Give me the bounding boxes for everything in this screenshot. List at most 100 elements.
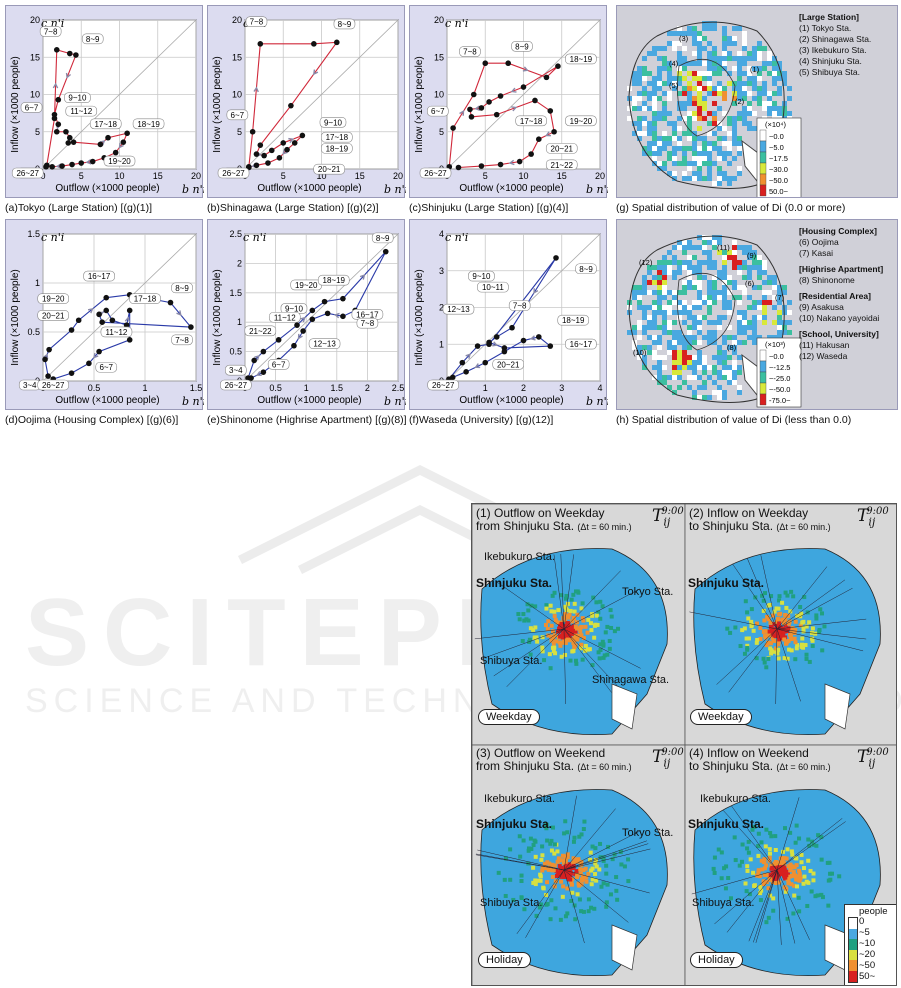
x-axis-symbol: b n'i [182,183,204,196]
map-cell [677,310,682,315]
station-label: Shinagawa Sta. [592,674,670,686]
od-cell [739,859,744,864]
map-cell [772,101,777,106]
time-label-box [81,33,104,45]
data-point [188,324,194,330]
map-cell [657,151,662,156]
map-cell [657,280,662,285]
od-cell [568,637,573,642]
map-cell [632,96,637,101]
od-cell [549,848,554,853]
od-cell [615,897,620,902]
map-cell [732,365,737,370]
map-cell [652,106,657,111]
map-cell [682,131,687,136]
map-cell [647,280,652,285]
od-cell [811,842,816,847]
od-cell [561,625,566,630]
od-cell [519,873,524,878]
map-cell [772,335,777,340]
map-cell [742,46,747,51]
map-cell [712,86,717,91]
map-cell [752,111,757,116]
map-cell [697,320,702,325]
map-cell [742,285,747,290]
time-label: 16~17 [88,272,111,281]
od-cell [520,638,525,643]
od-cell [742,651,747,656]
map-cell [677,265,682,270]
map-cell [717,61,722,66]
map-cell [737,26,742,31]
od-cell [786,639,791,644]
od-cell [712,855,717,860]
map-cell [712,111,717,116]
map-cell [657,375,662,380]
rail-line [506,628,565,687]
map-cell [687,71,692,76]
od-cell [586,871,591,876]
map-cell [707,290,712,295]
map-cell [667,325,672,330]
od-cell [517,617,522,622]
od-cell [792,636,797,641]
od-cell [799,852,804,857]
time-label: 21~22 [551,161,574,170]
map-cell [737,96,742,101]
map-cell [667,66,672,71]
direction-arrow [288,137,295,144]
map-cell [662,111,667,116]
time-label: 10~11 [482,283,504,292]
od-cell [775,651,780,656]
map-cell [702,355,707,360]
map-cell [647,270,652,275]
map-cell [757,255,762,260]
map-cell [712,380,717,385]
data-point [501,348,508,355]
data-point [309,316,316,323]
caption-g: (g) Spatial distribution of value of Di … [616,202,846,214]
map-cell [702,161,707,166]
data-point [97,141,104,148]
x-tick-label: 15 [355,171,365,181]
map-cell [732,260,737,265]
map-cell [717,295,722,300]
od-cell [743,599,748,604]
map-cell [697,156,702,161]
rail-line [563,840,647,871]
map-cell [637,71,642,76]
map-cell [687,101,692,106]
map-cell [687,330,692,335]
map-cell [637,91,642,96]
map-cell [777,285,782,290]
od-cell [572,643,577,648]
map-cell [677,305,682,310]
map-cell [667,340,672,345]
od-cell [783,875,788,880]
map-cell [652,46,657,51]
od-cell [608,608,613,613]
map-cell [672,295,677,300]
rail-line [776,566,828,630]
od-cell [768,620,773,625]
map-h-item: (11) Hakusan [799,340,850,350]
map-cell [737,265,742,270]
od-cell [792,893,797,898]
map-cell [662,91,667,96]
map-cell [682,300,687,305]
od-cell [818,607,823,612]
map-cell [657,141,662,146]
map-cell [637,305,642,310]
map-cell [707,265,712,270]
map-cell [672,335,677,340]
od-cell [809,889,814,894]
map-cell [737,285,742,290]
map-cell [722,275,727,280]
map-cell [717,375,722,380]
map-cell [702,335,707,340]
map-cell [657,360,662,365]
map-cell [727,161,732,166]
map-cell [762,305,767,310]
map-cell [727,141,732,146]
map-cell [662,295,667,300]
